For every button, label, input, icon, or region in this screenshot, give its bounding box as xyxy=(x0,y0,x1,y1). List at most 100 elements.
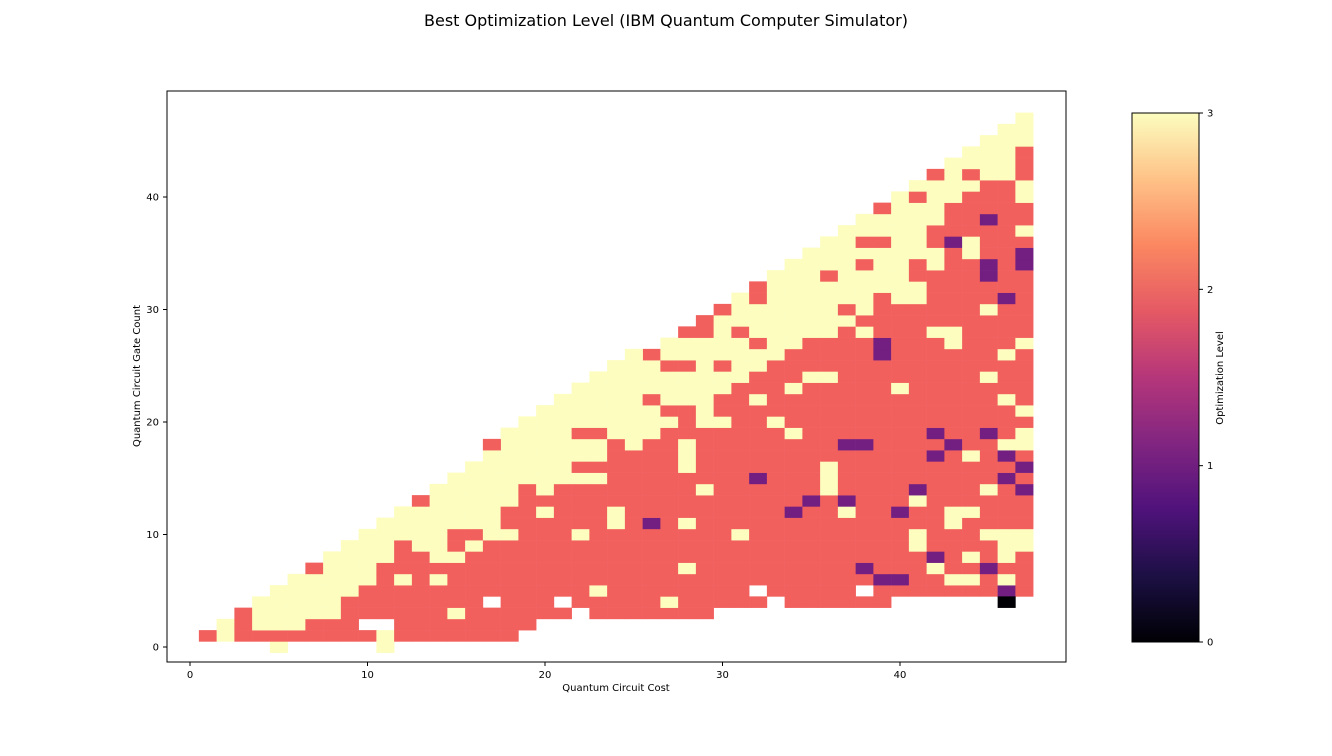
heatmap-cell xyxy=(979,146,998,158)
heatmap-cell xyxy=(908,303,927,316)
heatmap-cell xyxy=(944,405,963,417)
heatmap-cell xyxy=(802,472,821,485)
heatmap-cell xyxy=(695,495,714,507)
heatmap-cell xyxy=(855,247,874,260)
heatmap-cell xyxy=(784,573,803,586)
colorbar-tick-label: 1 xyxy=(1207,461,1213,472)
heatmap-cell xyxy=(642,585,661,597)
heatmap-cell xyxy=(1015,562,1034,575)
heatmap-cell xyxy=(660,337,679,350)
heatmap-cell xyxy=(944,213,963,226)
heatmap-cell xyxy=(269,618,288,631)
heatmap-cell xyxy=(234,618,253,631)
heatmap-cell xyxy=(873,495,892,507)
heatmap-cell xyxy=(944,236,963,248)
heatmap-cell xyxy=(749,360,768,372)
heatmap-cell xyxy=(713,506,732,518)
heatmap-cell xyxy=(660,585,679,597)
heatmap-cell xyxy=(678,405,697,417)
heatmap-cell xyxy=(571,416,590,428)
heatmap-cell xyxy=(802,281,821,293)
heatmap-cell xyxy=(962,258,981,271)
heatmap-cell xyxy=(518,416,537,428)
heatmap-cell xyxy=(855,438,874,451)
heatmap-cell xyxy=(837,360,856,372)
heatmap-cell xyxy=(784,551,803,563)
heatmap-cell xyxy=(837,551,856,563)
heatmap-cell xyxy=(979,191,998,203)
heatmap-cell xyxy=(873,225,892,237)
heatmap-cell xyxy=(536,461,555,473)
heatmap-cell xyxy=(820,540,839,552)
heatmap-cell xyxy=(394,618,413,631)
heatmap-cell xyxy=(1015,236,1034,248)
heatmap-cell xyxy=(465,483,484,496)
heatmap-cell xyxy=(1015,146,1034,158)
heatmap-cell xyxy=(784,472,803,485)
heatmap-cell xyxy=(908,270,927,282)
heatmap-cell xyxy=(358,630,377,642)
heatmap-cell xyxy=(553,483,572,496)
heatmap-cell xyxy=(802,393,821,406)
heatmap-cell xyxy=(695,416,714,428)
heatmap-cell xyxy=(394,562,413,575)
heatmap-cell xyxy=(908,551,927,563)
heatmap-cell xyxy=(766,281,785,293)
heatmap-cell xyxy=(784,371,803,383)
heatmap-cell xyxy=(997,180,1016,192)
y-axis-ticks: 0 10 20 30 40 xyxy=(146,193,167,654)
heatmap-cell xyxy=(926,573,945,586)
heatmap-cell xyxy=(766,483,785,496)
heatmap-cell xyxy=(482,528,501,541)
heatmap-cell xyxy=(837,483,856,496)
heatmap-cell xyxy=(997,483,1016,496)
heatmap-cell xyxy=(518,427,537,440)
heatmap-cell xyxy=(198,630,217,642)
heatmap-cell xyxy=(1015,438,1034,451)
heatmap-cell xyxy=(837,281,856,293)
heatmap-cell xyxy=(713,416,732,428)
heatmap-cell xyxy=(766,326,785,338)
heatmap-cell xyxy=(749,461,768,473)
heatmap-cell xyxy=(500,562,519,575)
heatmap-cell xyxy=(447,596,466,608)
heatmap-cell xyxy=(678,596,697,608)
heatmap-cell xyxy=(678,371,697,383)
heatmap-cell xyxy=(944,326,963,338)
heatmap-cell xyxy=(571,393,590,406)
heatmap-cell xyxy=(536,540,555,552)
heatmap-cell xyxy=(820,562,839,575)
heatmap-cell xyxy=(837,337,856,350)
heatmap-cell xyxy=(731,292,750,305)
heatmap-cell xyxy=(713,450,732,462)
heatmap-cell xyxy=(695,315,714,327)
heatmap-cell xyxy=(642,438,661,451)
heatmap-cell xyxy=(962,483,981,496)
heatmap-cell xyxy=(482,585,501,597)
heatmap-cell xyxy=(908,472,927,485)
heatmap-cell xyxy=(944,258,963,271)
heatmap-cell xyxy=(731,495,750,507)
heatmap-cell xyxy=(891,483,910,496)
heatmap-cell xyxy=(997,337,1016,350)
heatmap-cell xyxy=(624,517,643,530)
heatmap-cell xyxy=(234,607,253,620)
heatmap-cell xyxy=(216,630,235,642)
heatmap-cell xyxy=(465,585,484,597)
heatmap-cell xyxy=(837,427,856,440)
heatmap-cell xyxy=(837,506,856,518)
heatmap-cell xyxy=(820,427,839,440)
heatmap-cell xyxy=(660,528,679,541)
heatmap-cell xyxy=(678,326,697,338)
heatmap-cell xyxy=(837,596,856,608)
heatmap-cell xyxy=(465,472,484,485)
heatmap-cell xyxy=(926,517,945,530)
heatmap-cell xyxy=(749,382,768,395)
heatmap-cell xyxy=(766,382,785,395)
heatmap-cell xyxy=(1015,213,1034,226)
heatmap-cell xyxy=(678,416,697,428)
y-tick-label: 10 xyxy=(146,530,159,541)
heatmap-cell xyxy=(624,506,643,518)
heatmap-cell xyxy=(394,517,413,530)
heatmap-cell xyxy=(997,281,1016,293)
